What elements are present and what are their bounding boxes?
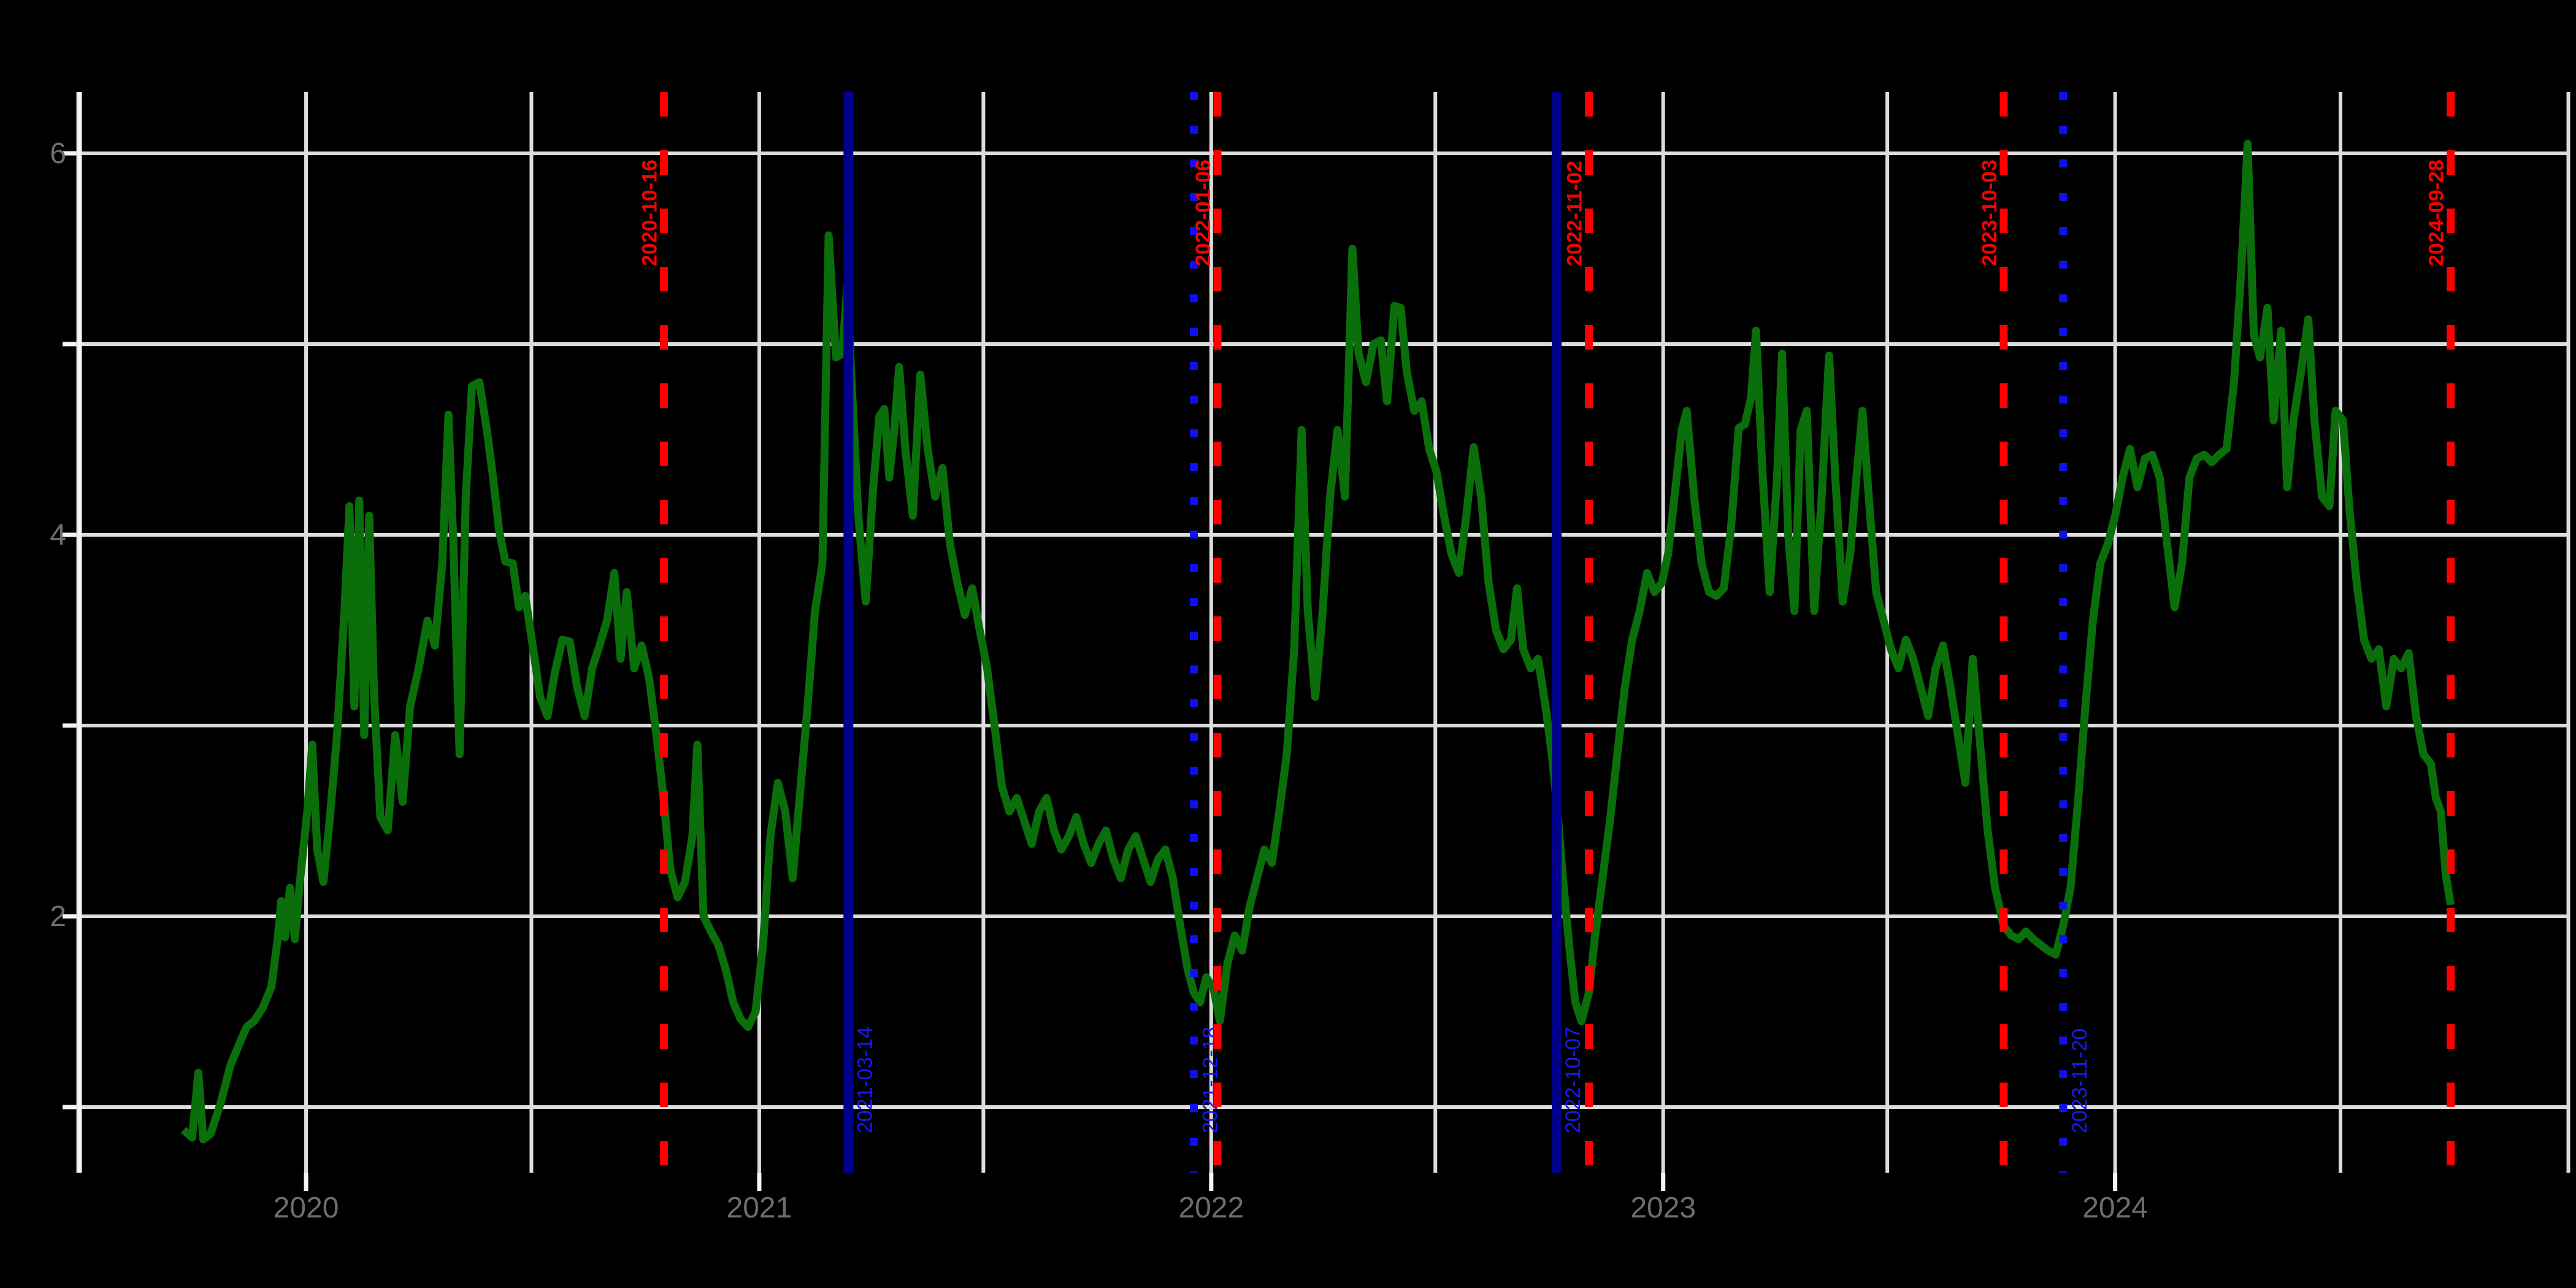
event-label-blue-dotted: 2023-11-20 xyxy=(2068,1029,2091,1133)
x-year-label: 2023 xyxy=(1630,1192,1696,1224)
x-year-label: 2021 xyxy=(727,1192,792,1224)
y-tick-label: 2 xyxy=(50,900,66,933)
event-label-red-dashed: 2023-10-03 xyxy=(1978,159,2001,266)
event-label-red-dashed: 2022-01-06 xyxy=(1192,159,1215,266)
x-year-label: 2024 xyxy=(2082,1192,2148,1224)
x-year-label: 2020 xyxy=(274,1192,339,1224)
event-label-red-dashed: 2022-11-02 xyxy=(1563,161,1587,266)
event-label-red-dashed: 2020-10-16 xyxy=(638,159,661,266)
series-line xyxy=(180,140,2455,1144)
event-label-blue-solid: 2021-03-14 xyxy=(853,1027,876,1133)
x-year-label: 2022 xyxy=(1178,1192,1244,1224)
event-label-blue-solid: 2022-10-07 xyxy=(1562,1027,1585,1133)
y-tick-label: 6 xyxy=(50,137,66,170)
y-tick-label: 4 xyxy=(50,519,66,551)
event-label-red-dashed: 2024-09-28 xyxy=(2425,159,2448,266)
